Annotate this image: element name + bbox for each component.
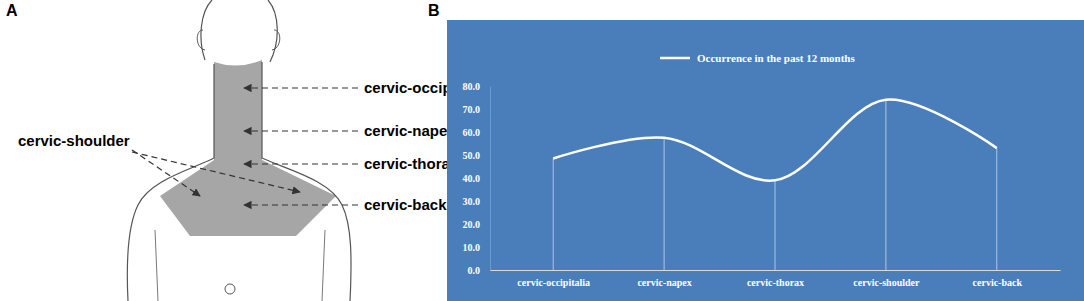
y-tick: 70.0 [463,104,491,115]
region-label: cervic-thorax [364,155,459,172]
drop-line [553,158,554,270]
y-tick: 0.0 [468,265,491,276]
y-tick-label: 80.0 [463,81,481,92]
y-tick: 40.0 [463,173,491,184]
y-tick-label: 50.0 [463,150,481,161]
x-tick-label: cervic-back [973,277,1023,288]
small-circle [225,284,235,294]
shaded-region [160,60,336,236]
y-tick: 30.0 [463,196,491,207]
neck-diagram: cervic-occipitalcervic-napexcervic-thora… [18,0,473,301]
y-tick-label: 0.0 [468,265,481,276]
body-outline [127,62,351,301]
y-tick-label: 20.0 [463,219,481,230]
x-tick-label: cervic-napex [637,277,691,288]
panel-label: B [428,2,440,19]
legend: Occurrence in the past 12 months [660,52,855,64]
y-tick: 10.0 [463,242,491,253]
region-label: cervic-back [364,196,447,213]
arrow [244,130,358,131]
x-tick: cervic-napex [637,270,691,288]
x-axis: cervic-occipitalia cervic-napex cervic-tho… [491,270,1061,288]
x-axis-line [491,270,1061,271]
arrow [244,163,358,164]
y-tick: 50.0 [463,150,491,161]
drop-line [664,138,665,270]
x-tick-label: cervic-shoulder [853,277,920,288]
arm-line [155,230,325,301]
chart-background [447,20,1084,301]
drop-line [996,148,997,270]
y-tick: 20.0 [463,219,491,230]
arrow [244,87,358,88]
y-tick-label: 70.0 [463,104,481,115]
region-label: cervic-shoulder [18,132,130,149]
y-axis-line [490,87,491,271]
y-tick: 60.0 [463,127,491,138]
region-label: cervic-napex [364,122,456,139]
ear [272,30,280,50]
x-tick: cervic-thorax [747,270,804,288]
x-tick-label: cervic-occipitalia [517,277,590,288]
y-tick-label: 10.0 [463,242,481,253]
legend-swatch [660,57,690,60]
y-axis: 0.0 10.0 20.0 30.0 40.0 50.0 60.0 70.0 80.0 [463,81,491,276]
ear [197,30,205,50]
legend-label: Occurrence in the past 12 months [697,52,855,64]
x-tick: cervic-back [973,270,1023,288]
drop-line [775,180,776,270]
arrow [132,152,300,192]
y-tick-label: 30.0 [463,196,481,207]
panel-label: A [6,2,18,19]
head-outline [201,0,277,62]
plot-area [553,100,997,270]
y-tick-label: 40.0 [463,173,481,184]
x-tick: cervic-occipitalia [517,270,590,288]
y-tick: 80.0 [463,81,491,92]
series-line [553,100,997,181]
drop-line [885,100,886,270]
y-tick-label: 60.0 [463,127,481,138]
arrow [132,150,200,196]
x-tick-label: cervic-thorax [747,277,804,288]
x-tick: cervic-shoulder [853,270,920,288]
arrow [244,204,358,205]
figure: Acervic-occipitalcervic-napexcervic-thor… [0,0,1084,301]
